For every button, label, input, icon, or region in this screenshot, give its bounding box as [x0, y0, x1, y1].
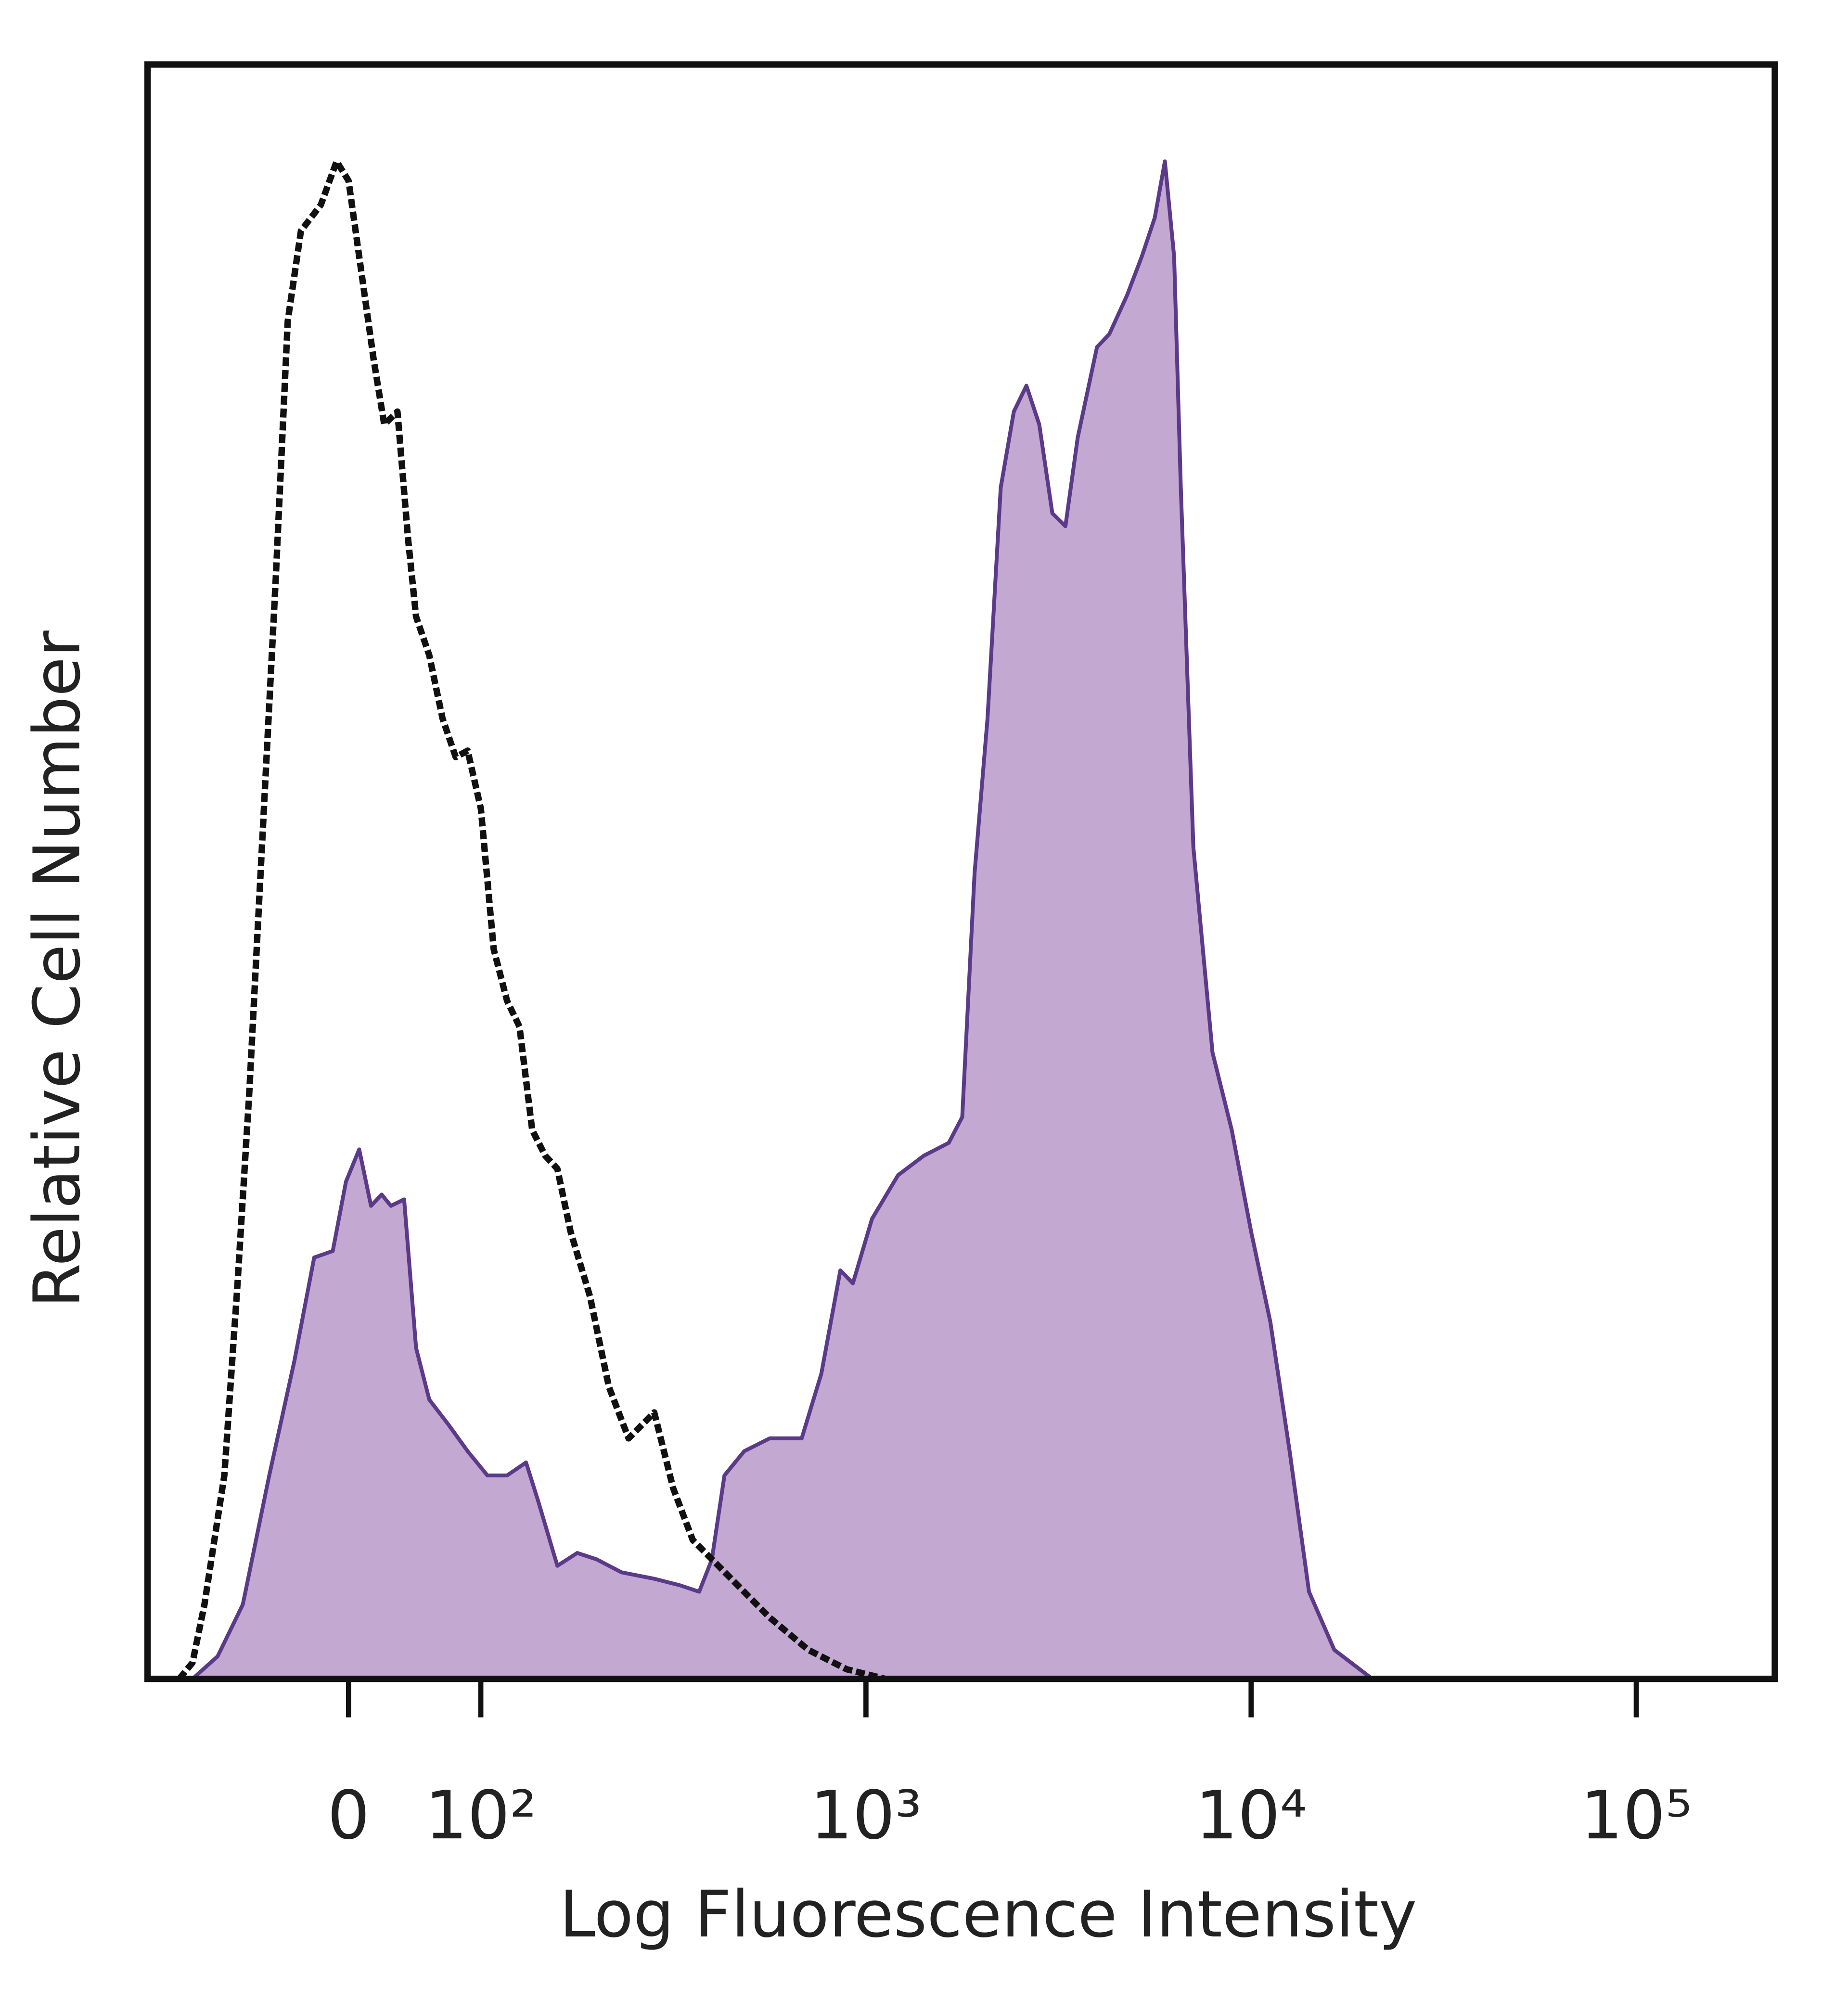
plot-frame: [144, 61, 1778, 1682]
y-axis-label: Relative Cell Number: [20, 630, 95, 1308]
x-tick-label: 0: [327, 1776, 370, 1854]
histogram-line: [177, 158, 886, 1682]
x-tick-label: 10³: [810, 1776, 922, 1854]
x-tick-label: 10⁵: [1580, 1776, 1692, 1854]
x-axis-label: Log Fluorescence Intensity: [560, 1877, 1417, 1952]
histogram-line: [191, 159, 1769, 1681]
x-tick-label: 10²: [425, 1776, 537, 1854]
x-tick-label: 10⁴: [1195, 1776, 1307, 1854]
area-fill: [192, 161, 1769, 1679]
